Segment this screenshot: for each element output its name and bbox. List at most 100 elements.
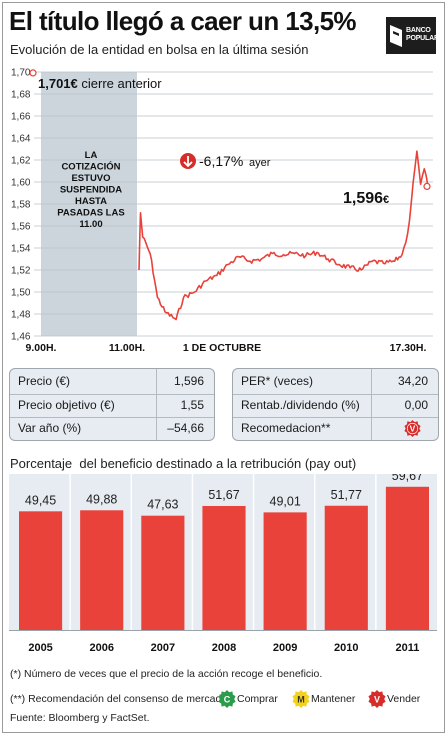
bar-value-label: 51,67 <box>208 488 239 502</box>
bar-value-label: 49,88 <box>86 492 117 506</box>
x-tick-label: 2010 <box>334 642 358 654</box>
legend-buy-label: Comprar <box>237 693 278 705</box>
price-series-line <box>138 150 429 321</box>
table-row: Precio (€) 1,596 <box>10 371 214 392</box>
source-note: Fuente: Bloomberg y FactSet. <box>10 712 150 724</box>
payout-bar <box>80 510 124 630</box>
table-row: Recomedacion** V <box>233 417 438 439</box>
row-value: 1,55 <box>180 398 204 412</box>
payout-bar <box>263 512 307 630</box>
halt-note-line: PASADAS LAS <box>57 208 124 219</box>
previous-close-marker <box>29 69 37 77</box>
row-value: –54,66 <box>167 421 204 435</box>
daily-change-value: -6,17% <box>199 153 243 169</box>
halt-note-line: LA <box>85 150 98 161</box>
bar-value-label: 51,77 <box>331 488 362 502</box>
bar-value-label: 59,67 <box>392 474 423 483</box>
badge-letter: V <box>410 424 416 434</box>
payout-bar <box>141 515 185 630</box>
previous-close-value: 1,701€ <box>38 76 81 91</box>
previous-close-label: 1,701€ cierre anterior <box>38 76 162 91</box>
payout-chart-title: Porcentaje del beneficio destinado a la … <box>10 456 357 471</box>
x-tick-label: 2009 <box>273 642 297 654</box>
halt-note-line: HASTA <box>75 196 107 207</box>
last-price-label: 1,596€ <box>343 190 389 207</box>
bank-logo: BANCO POPULAR <box>386 17 439 54</box>
y-tick-label: 1,68 <box>11 90 31 101</box>
table-row: Precio objetivo (€) 1,55 <box>10 394 214 416</box>
payout-bar <box>324 505 368 630</box>
page-subtitle: Evolución de la entidad en bolsa en la ú… <box>10 42 309 57</box>
daily-change-label: ayer <box>249 157 271 169</box>
last-price-value: 1,596 <box>343 190 383 207</box>
price-table: Precio (€) 1,596 Precio objetivo (€) 1,5… <box>9 368 215 441</box>
buy-badge-icon: C <box>218 690 236 708</box>
y-tick-label: 1,58 <box>11 200 31 211</box>
badge-letter: C <box>224 694 231 704</box>
y-tick-label: 1,56 <box>11 222 31 233</box>
footnote-per: (*) Número de veces que el precio de la … <box>10 668 323 680</box>
x-tick-label: 2005 <box>28 642 52 654</box>
row-label: Precio (€) <box>18 374 71 388</box>
payout-bar <box>202 505 246 630</box>
y-tick-label: 1,64 <box>11 134 31 145</box>
intraday-price-chart: 1,70 1,68 1,66 1,64 1,62 1,60 1,58 1,56 1,54 1,52… <box>11 68 433 354</box>
x-tick-label: 1 DE OCTUBRE <box>183 342 261 354</box>
y-tick-label: 1,50 <box>11 288 31 299</box>
x-tick-label: 2006 <box>89 642 113 654</box>
ratios-table: PER* (veces) 34,20 Rentab./dividendo (%)… <box>232 368 439 441</box>
row-value: 1,596 <box>173 374 204 388</box>
logo-mark-icon <box>390 25 402 47</box>
previous-close-text: cierre anterior <box>81 76 162 91</box>
table-row: PER* (veces) 34,20 <box>233 371 438 392</box>
x-tick-label: 11.00H. <box>109 342 145 354</box>
badge-letter: M <box>297 694 305 704</box>
page-title: El título llegó a caer un 13,5% <box>9 6 357 36</box>
y-tick-label: 1,60 <box>11 178 31 189</box>
down-arrow-glyph <box>183 156 193 168</box>
payout-bar-chart: 49,45 2005 49,88 2006 47,63 2007 51,67 2008 49,0… <box>9 474 437 654</box>
hold-badge-icon: M <box>292 690 310 708</box>
footnote-recommendation: (**) Recomendación del consenso de merca… <box>10 693 228 705</box>
y-tick-label: 1,52 <box>11 266 31 277</box>
payout-bar <box>19 511 63 630</box>
row-value: 34,20 <box>397 374 428 388</box>
sell-recommendation-badge: V <box>404 420 421 437</box>
x-tick-label: 2008 <box>212 642 236 654</box>
y-tick-label: 1,66 <box>11 112 31 123</box>
bar-value-label: 49,45 <box>25 493 56 507</box>
legend-sell-label: Vender <box>387 693 421 705</box>
daily-change-indicator: -6,17% ayer <box>180 153 271 169</box>
halt-note-line: ESTUVO <box>71 173 110 184</box>
halt-note-line: 11.00 <box>79 219 102 230</box>
logo-line-1: BANCO <box>406 27 431 34</box>
badge-letter: V <box>374 694 380 704</box>
halt-note-line: COTIZACIÓN <box>61 161 120 173</box>
row-label: Precio objetivo (€) <box>18 398 115 412</box>
row-label: Var año (%) <box>18 421 82 435</box>
x-tick-label: 17.30H. <box>390 342 427 354</box>
x-tick-label: 9.00H. <box>26 342 57 354</box>
row-label: Rentab./dividendo (%) <box>241 398 360 412</box>
bar-value-label: 49,01 <box>270 494 301 508</box>
row-value: 0,00 <box>404 398 428 412</box>
last-price-unit: € <box>383 194 389 206</box>
row-label: Recomedacion** <box>241 421 331 435</box>
y-tick-label: 1,54 <box>11 244 31 255</box>
ratios-table-divider <box>371 369 372 440</box>
y-tick-label: 1,46 <box>11 332 31 343</box>
y-tick-label: 1,48 <box>11 310 31 321</box>
row-label: PER* (veces) <box>241 374 314 388</box>
x-tick-label: 2007 <box>151 642 175 654</box>
sell-badge-icon: V <box>368 690 386 708</box>
logo-line-2: POPULAR <box>406 35 439 42</box>
payout-bar <box>385 486 429 630</box>
halt-note-line: SUSPENDIDA <box>60 185 122 196</box>
y-tick-label: 1,62 <box>11 156 31 167</box>
logo-wordmark: BANCO POPULAR <box>406 27 439 43</box>
x-tick-label: 2011 <box>395 642 419 654</box>
bar-value-label: 47,63 <box>147 498 178 512</box>
last-price-marker <box>423 182 431 191</box>
table-row: Var año (%) –54,66 <box>10 417 214 439</box>
y-tick-label: 1,70 <box>11 68 31 79</box>
